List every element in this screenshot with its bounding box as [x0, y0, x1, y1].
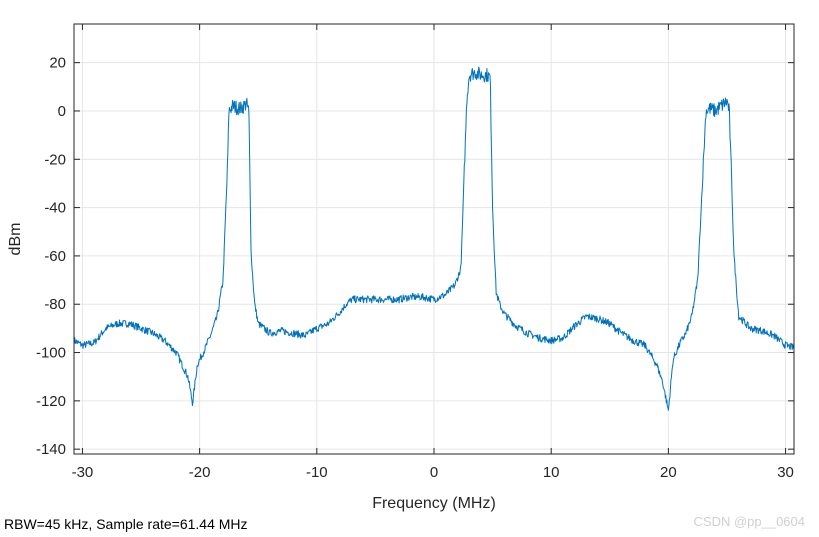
series-line-spectrum	[73, 66, 794, 411]
y-tick-label: 20	[49, 55, 66, 72]
x-tick-label: -30	[72, 464, 94, 481]
x-tick-label: 30	[777, 464, 794, 481]
y-tick-label: -100	[36, 345, 66, 362]
y-tick-label: -140	[36, 441, 66, 458]
y-axis-title: dBm	[7, 223, 24, 256]
x-tick-label: 20	[660, 464, 677, 481]
x-tick-label: -20	[189, 464, 211, 481]
y-tick-label: -20	[44, 151, 66, 168]
x-tick-label: -10	[306, 464, 328, 481]
y-tick-label: -60	[44, 248, 66, 265]
rbw-annotation: RBW=45 kHz, Sample rate=61.44 MHz	[4, 516, 248, 532]
y-tick-label: 0	[58, 103, 66, 120]
y-tick-label: -80	[44, 296, 66, 313]
axis-ticks: -30 -20 -10 0 10 20 30-140-120-100-80-60-40-20…	[36, 24, 794, 481]
y-tick-label: -120	[36, 393, 66, 410]
x-tick-label: 10	[543, 464, 560, 481]
y-tick-label: -40	[44, 200, 66, 217]
grid-lines	[74, 24, 794, 454]
x-tick-label: 0	[430, 464, 438, 481]
watermark: CSDN @pp__0604	[693, 514, 805, 529]
x-axis-title: Frequency (MHz)	[372, 495, 496, 512]
